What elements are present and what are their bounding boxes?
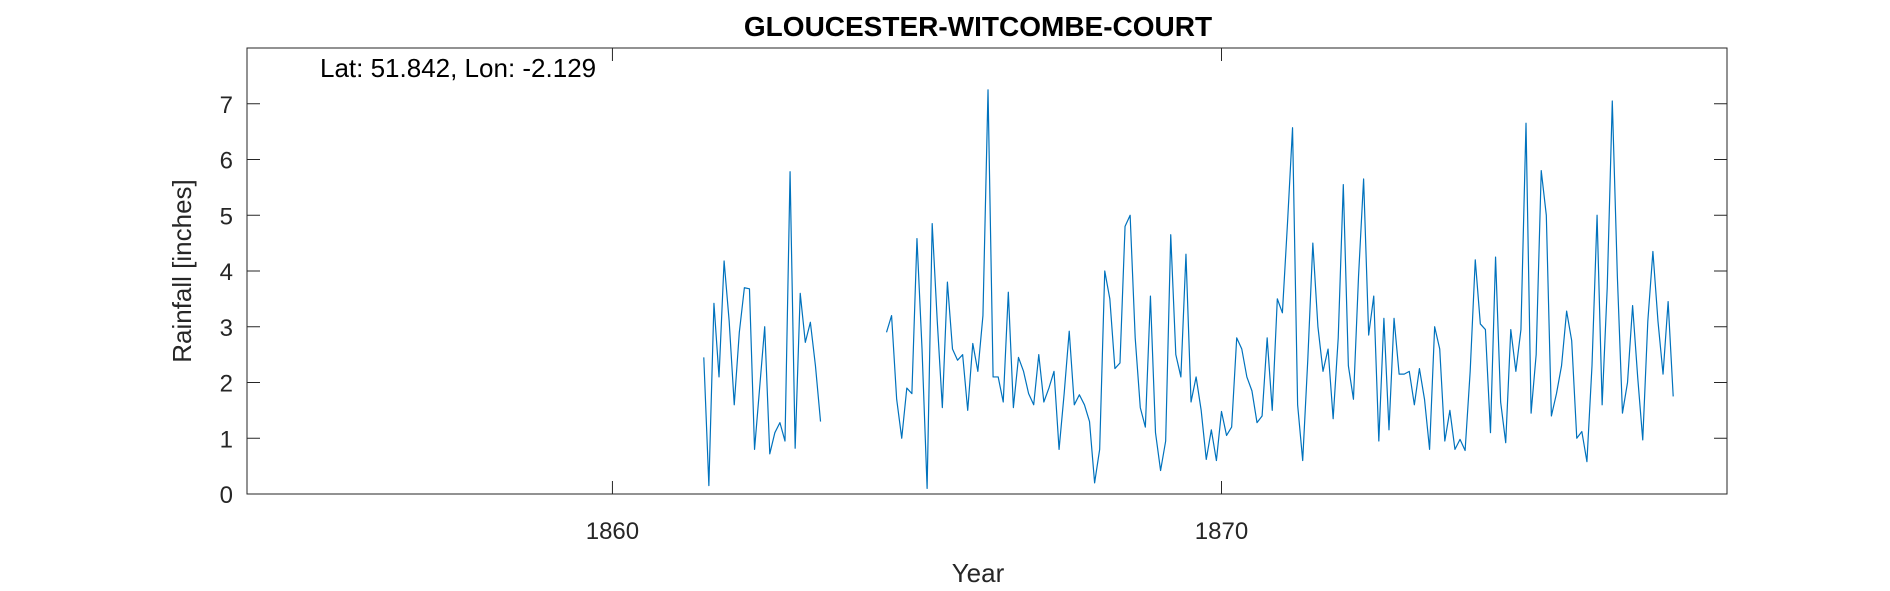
y-tick-label: 4	[220, 259, 233, 286]
chart-title: GLOUCESTER-WITCOMBE-COURT	[744, 11, 1212, 42]
y-tick-label: 2	[220, 371, 233, 398]
rainfall-series-line	[885, 89, 1674, 490]
y-tick-label: 0	[220, 482, 233, 509]
location-annotation: Lat: 51.842, Lon: -2.129	[320, 53, 596, 83]
y-tick-label: 5	[220, 203, 233, 230]
y-axis-ticks: 0 1 2 3 4 5 6 7	[220, 92, 1727, 509]
y-tick-label: 3	[220, 315, 233, 342]
x-tick-label: 1870	[1195, 518, 1248, 545]
y-axis-label: Rainfall [inches]	[167, 179, 197, 363]
y-tick-label: 6	[220, 148, 233, 175]
x-axis-label: Year	[952, 558, 1005, 588]
y-tick-label: 7	[220, 92, 233, 119]
rainfall-series-line	[703, 171, 822, 487]
y-tick-label: 1	[220, 426, 233, 453]
series-layer	[703, 89, 1674, 490]
x-axis-ticks: 1860 1870	[586, 48, 1248, 545]
x-tick-label: 1860	[586, 518, 639, 545]
